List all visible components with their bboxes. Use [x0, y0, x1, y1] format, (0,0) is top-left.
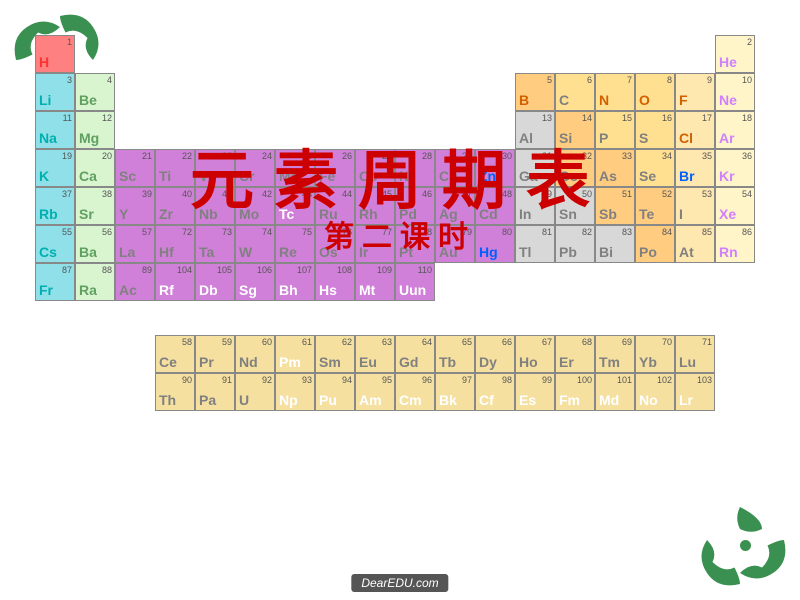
ornament-bottom-right [685, 485, 795, 595]
element-cell: 104Rf [155, 263, 195, 301]
element-cell: 60Nd [235, 335, 275, 373]
element-cell: 93Np [275, 373, 315, 411]
element-cell: 102No [635, 373, 675, 411]
watermark: DearEDU.com [351, 574, 448, 592]
element-cell: 9F [675, 73, 715, 111]
element-cell: 10Ne [715, 73, 755, 111]
element-cell: 67Ho [515, 335, 555, 373]
slide-subtitle: 第二课时 [0, 212, 800, 256]
element-cell: 107Bh [275, 263, 315, 301]
element-cell: 4Be [75, 73, 115, 111]
element-cell: 63Eu [355, 335, 395, 373]
element-cell: 1H [35, 35, 75, 73]
element-cell: 106Sg [235, 263, 275, 301]
element-cell: 5B [515, 73, 555, 111]
element-cell: 69Tm [595, 335, 635, 373]
element-cell: 58Ce [155, 335, 195, 373]
element-cell: 109Mt [355, 263, 395, 301]
element-cell: 103Lr [675, 373, 715, 411]
element-cell: 87Fr [35, 263, 75, 301]
element-cell: 70Yb [635, 335, 675, 373]
element-cell: 89Ac [115, 263, 155, 301]
element-cell: 96Cm [395, 373, 435, 411]
element-cell: 66Dy [475, 335, 515, 373]
element-cell: 7N [595, 73, 635, 111]
element-cell: 110Uun [395, 263, 435, 301]
element-cell: 3Li [35, 73, 75, 111]
element-cell: 101Md [595, 373, 635, 411]
element-cell: 61Pm [275, 335, 315, 373]
element-cell: 100Fm [555, 373, 595, 411]
periodic-table-lanthanides: 58Ce59Pr60Nd61Pm62Sm63Eu64Gd65Tb66Dy67Ho… [155, 335, 715, 411]
element-cell: 68Er [555, 335, 595, 373]
element-cell: 64Gd [395, 335, 435, 373]
element-cell: 94Pu [315, 373, 355, 411]
element-cell: 88Ra [75, 263, 115, 301]
element-cell: 59Pr [195, 335, 235, 373]
element-cell: 71Lu [675, 335, 715, 373]
element-cell: 90Th [155, 373, 195, 411]
element-cell: 8O [635, 73, 675, 111]
element-cell: 2He [715, 35, 755, 73]
element-cell: 65Tb [435, 335, 475, 373]
element-cell: 105Db [195, 263, 235, 301]
element-cell: 97Bk [435, 373, 475, 411]
element-cell: 108Hs [315, 263, 355, 301]
element-cell: 91Pa [195, 373, 235, 411]
element-cell: 98Cf [475, 373, 515, 411]
slide-title: 元素周期表 [0, 130, 800, 222]
element-cell: 92U [235, 373, 275, 411]
element-cell: 62Sm [315, 335, 355, 373]
element-cell: 6C [555, 73, 595, 111]
element-cell: 99Es [515, 373, 555, 411]
element-cell: 95Am [355, 373, 395, 411]
